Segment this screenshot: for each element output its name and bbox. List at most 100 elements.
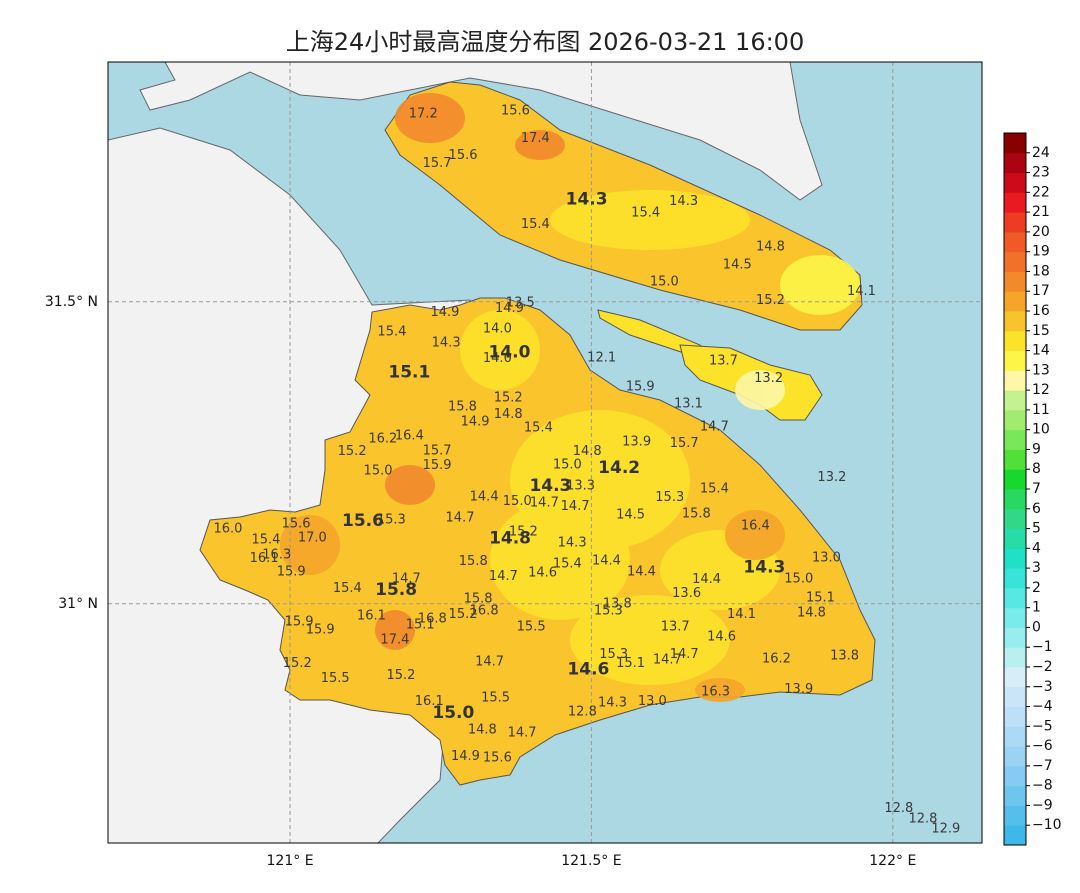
colorbar-band	[1004, 409, 1026, 431]
station-label: 14.3	[598, 695, 627, 710]
station-label: 14.5	[616, 508, 645, 523]
station-label: 15.4	[524, 421, 553, 436]
station-label: 13.1	[674, 396, 703, 411]
station-label: 15.6	[449, 148, 478, 163]
colorbar-tick-label: 19	[1032, 244, 1050, 260]
station-label: 15.6	[483, 750, 512, 765]
colorbar-tick-label: 20	[1032, 224, 1050, 240]
colorbar-band	[1004, 785, 1026, 806]
temperature-shading	[280, 93, 860, 702]
colorbar-tick-label: −5	[1032, 718, 1053, 734]
colorbar-band	[1004, 765, 1026, 787]
colorbar-band	[1004, 706, 1026, 727]
colorbar-band	[1004, 607, 1026, 628]
district-label: 14.8	[489, 529, 531, 549]
station-label: 16.0	[213, 521, 242, 536]
station-label: 15.4	[521, 217, 550, 232]
station-label: 14.7	[530, 495, 559, 510]
colorbar-band	[1004, 291, 1026, 312]
station-label: 15.9	[626, 379, 655, 394]
labels: 17.2 15.617.415.715.615.414.315.414.814.5…	[213, 103, 960, 836]
colorbar-tick-label: 23	[1032, 165, 1050, 181]
colorbar-band	[1004, 271, 1026, 292]
station-label: 15.8	[459, 554, 488, 569]
district-label: 14.6	[567, 660, 609, 680]
station-label: 14.0	[483, 321, 512, 336]
station-label: 15.2	[756, 293, 785, 308]
station-label: 14.7	[489, 569, 518, 584]
colorbar-tick-label: −4	[1032, 699, 1053, 715]
colorbar-band	[1004, 330, 1026, 352]
station-label: 15.7	[423, 443, 452, 458]
shade	[490, 500, 630, 620]
station-label: 13.8	[830, 648, 859, 663]
station-label: 15.4	[631, 206, 660, 221]
station-label: 14.4	[627, 564, 656, 579]
district-label: 14.3	[743, 558, 785, 578]
shade	[515, 130, 565, 160]
station-label: 16.4	[395, 428, 424, 443]
station-label: 14.7	[561, 499, 590, 514]
chart-title: 上海24小时最高温度分布图 2026-03-21 16:00	[286, 28, 804, 56]
station-label: 15.4	[700, 482, 729, 497]
colorbar-tick-label: −3	[1032, 679, 1053, 695]
shade	[385, 465, 435, 505]
station-label: 15.4	[333, 581, 362, 596]
station-label: 15.0	[364, 463, 393, 478]
colorbar-band	[1004, 192, 1026, 213]
y-tick-label: 31.5° N	[45, 294, 98, 310]
station-label: 14.7	[508, 726, 537, 741]
station-label: 15.9	[423, 458, 452, 473]
station-label: 14.9	[451, 749, 480, 764]
colorbar-tick-label: 18	[1032, 263, 1050, 279]
station-label: 14.6	[528, 566, 557, 581]
station-label: 14.7	[653, 652, 682, 667]
station-label: 15.0	[784, 572, 813, 587]
station-label: 15.3	[655, 490, 684, 505]
station-label: 13.8	[603, 596, 632, 611]
colorbar-band	[1004, 469, 1026, 490]
station-label: 14.7	[475, 654, 504, 669]
colorbar-tick-label: 7	[1032, 481, 1041, 497]
colorbar: −10−9−8−7−6−5−4−3−2−10123456789101112131…	[1003, 132, 1062, 846]
station-label: 17.4	[521, 131, 550, 146]
shade	[395, 93, 465, 143]
station-label: 15.7	[423, 156, 452, 171]
station-label: 13.7	[661, 619, 690, 634]
station-label: 16.2	[368, 431, 397, 446]
colorbar-tick-label: −2	[1032, 659, 1053, 675]
station-label: 14.8	[468, 723, 497, 738]
station-label: 16.2	[762, 651, 791, 666]
colorbar-tick-label: 1	[1032, 600, 1041, 616]
colorbar-band	[1004, 627, 1026, 648]
map-area	[108, 62, 982, 843]
station-label: 13.6	[672, 586, 701, 601]
station-label: 15.0	[650, 274, 679, 289]
station-label: 14.0	[483, 351, 512, 366]
plot-frame	[107, 61, 983, 844]
station-label: 15.4	[377, 324, 406, 339]
district-label: 14.3	[529, 476, 571, 496]
colorbar-tick-label: 2	[1032, 580, 1041, 596]
station-label: 14.4	[692, 572, 721, 587]
station-label: 14.4	[592, 553, 621, 568]
colorbar-tick-label: 9	[1032, 441, 1041, 457]
station-label: 13.7	[709, 353, 738, 368]
station-label: 16.1	[250, 551, 279, 566]
station-label: 13.5	[506, 296, 535, 311]
station-label: 15.6	[282, 517, 311, 532]
station-label: 16.4	[741, 518, 770, 533]
colorbar-band	[1004, 568, 1026, 589]
colorbar-band	[1004, 231, 1026, 253]
colorbar-band	[1004, 805, 1026, 826]
colorbar-band	[1004, 667, 1026, 688]
station-label: 12.8	[568, 704, 597, 719]
district-label: 14.3	[566, 190, 608, 210]
colorbar-band	[1004, 508, 1026, 530]
station-label: 15.3	[599, 647, 628, 662]
station-label: 15.9	[285, 614, 314, 629]
colorbar-tick-label: 13	[1032, 362, 1050, 378]
station-label: 13.9	[784, 682, 813, 697]
shade	[280, 515, 340, 575]
